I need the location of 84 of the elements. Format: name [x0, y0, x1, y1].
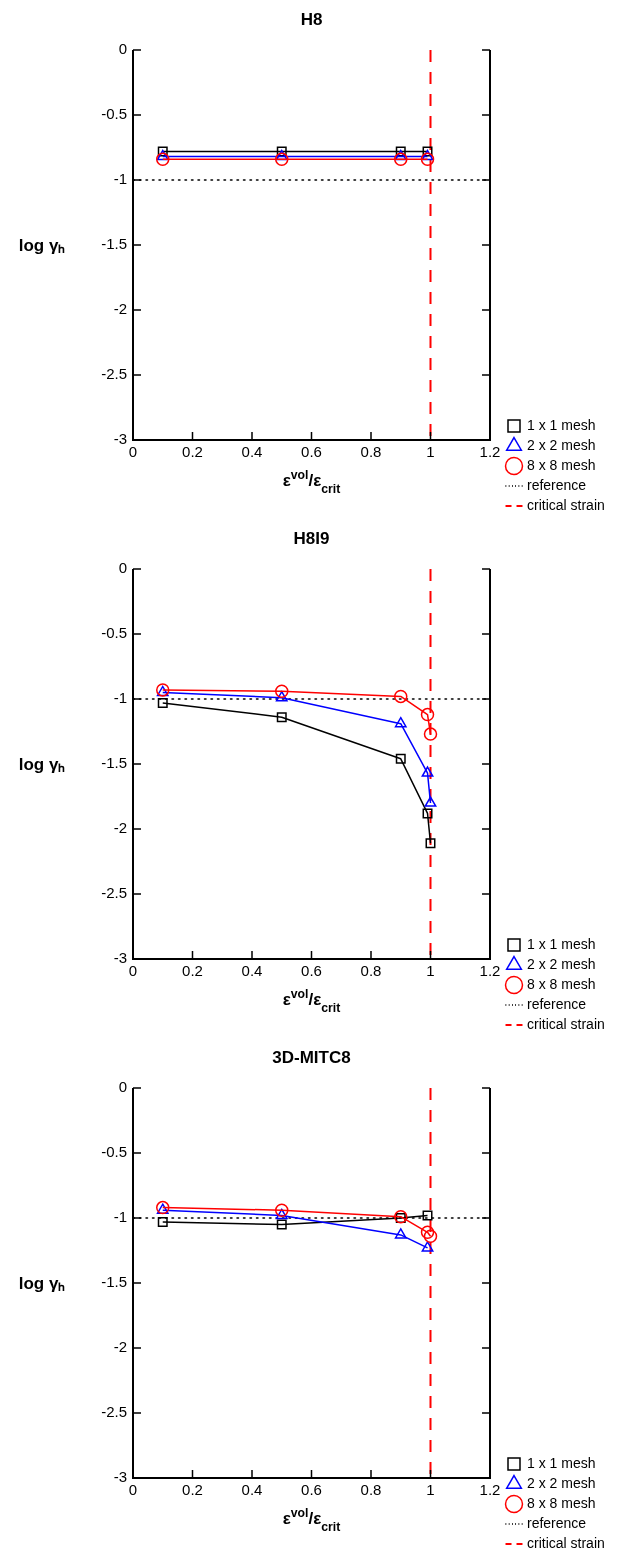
- y-axis-title: log γₕ: [18, 236, 66, 255]
- x-tick-label: 0.6: [301, 1481, 322, 1499]
- y-tick-label: 0: [118, 559, 127, 577]
- x-tick-label: 0.4: [241, 1481, 263, 1499]
- x-tick-label: 1: [426, 1481, 435, 1499]
- x-tick-label: 0.2: [182, 1481, 203, 1499]
- legend-label: 1 x 1 mesh: [527, 1454, 596, 1471]
- y-tick-label: -0.5: [101, 1143, 127, 1161]
- x-tick-label: 1: [426, 443, 435, 461]
- y-tick-label: -2: [113, 819, 127, 837]
- y-tick-label: -1: [113, 1208, 127, 1226]
- legend-label: reference: [527, 995, 587, 1012]
- point: [157, 697, 168, 708]
- x-tick-label: 0.8: [360, 443, 382, 461]
- legend-label: 2 x 2 mesh: [527, 1474, 596, 1491]
- y-axis-title: log γₕ: [18, 1274, 66, 1293]
- y-tick-label: -3: [113, 430, 127, 448]
- y-tick-label: -1: [113, 170, 127, 188]
- y-tick-label: 0: [118, 1078, 127, 1096]
- point: [275, 690, 288, 702]
- legend-label: reference: [527, 1514, 587, 1531]
- x-tick-label: 0.2: [182, 962, 203, 980]
- legend-label: 8 x 8 mesh: [527, 975, 596, 992]
- x-tick-label: 1: [426, 962, 435, 980]
- x-tick-label: 0.2: [182, 443, 203, 461]
- y-tick-label: -1: [113, 689, 127, 707]
- point: [422, 1210, 433, 1221]
- point: [421, 766, 434, 777]
- legend-label: 1 x 1 mesh: [527, 416, 596, 433]
- point: [423, 1229, 438, 1243]
- point: [157, 1216, 168, 1227]
- point: [275, 1203, 289, 1217]
- x-tick-label: 0.4: [241, 962, 263, 980]
- point: [275, 684, 289, 698]
- y-tick-label: -0.5: [101, 624, 127, 642]
- point: [394, 1228, 407, 1239]
- x-tick-label: 0.8: [360, 1481, 382, 1499]
- x-tick-label: 0.6: [301, 962, 322, 980]
- x-tick-label: 1.2: [479, 962, 501, 980]
- x-tick-label: 0.4: [241, 443, 263, 461]
- chart-title: H8I9: [293, 528, 330, 548]
- point: [422, 808, 433, 819]
- x-tick-label: 0.8: [360, 962, 382, 980]
- y-axis-title: log γₕ: [18, 755, 66, 774]
- legend-label: critical strain: [527, 1534, 605, 1551]
- y-tick-label: -2.5: [101, 365, 127, 383]
- point: [421, 1241, 434, 1252]
- legend-label: reference: [527, 476, 587, 493]
- x-tick-label: 0.6: [301, 443, 322, 461]
- legend-label: 8 x 8 mesh: [527, 456, 596, 473]
- legend-label: critical strain: [527, 1015, 605, 1032]
- y-tick-label: -2.5: [101, 884, 127, 902]
- y-tick-label: -2.5: [101, 1403, 127, 1421]
- point: [395, 1213, 406, 1223]
- point: [394, 716, 407, 728]
- point: [394, 1209, 408, 1224]
- point: [423, 727, 438, 741]
- y-tick-label: -3: [113, 949, 127, 967]
- legend-label: 2 x 2 mesh: [527, 436, 596, 453]
- y-tick-label: -3: [113, 1468, 127, 1486]
- y-tick-label: -1.5: [101, 235, 127, 253]
- legend-label: critical strain: [527, 496, 605, 513]
- point: [276, 712, 287, 723]
- legend-label: 2 x 2 mesh: [527, 955, 596, 972]
- chart-title: H8: [300, 9, 323, 29]
- point: [424, 796, 437, 807]
- legend-label: 1 x 1 mesh: [527, 935, 596, 952]
- y-tick-label: -1.5: [101, 754, 127, 772]
- point: [425, 838, 436, 849]
- point: [420, 707, 435, 722]
- point: [394, 689, 408, 704]
- y-tick-label: 0: [118, 40, 127, 58]
- y-tick-label: -1.5: [101, 1273, 127, 1291]
- x-tick-label: 1.2: [479, 443, 501, 461]
- y-tick-label: -0.5: [101, 105, 127, 123]
- point: [275, 1208, 288, 1220]
- chart-title: 3D-MITC8: [272, 1047, 351, 1067]
- point: [276, 1219, 287, 1230]
- y-tick-label: -2: [113, 300, 127, 318]
- x-tick-label: 1.2: [479, 1481, 501, 1499]
- point: [420, 1225, 435, 1240]
- legend-label: 8 x 8 mesh: [527, 1494, 596, 1511]
- y-tick-label: -2: [113, 1338, 127, 1356]
- point: [395, 753, 406, 764]
